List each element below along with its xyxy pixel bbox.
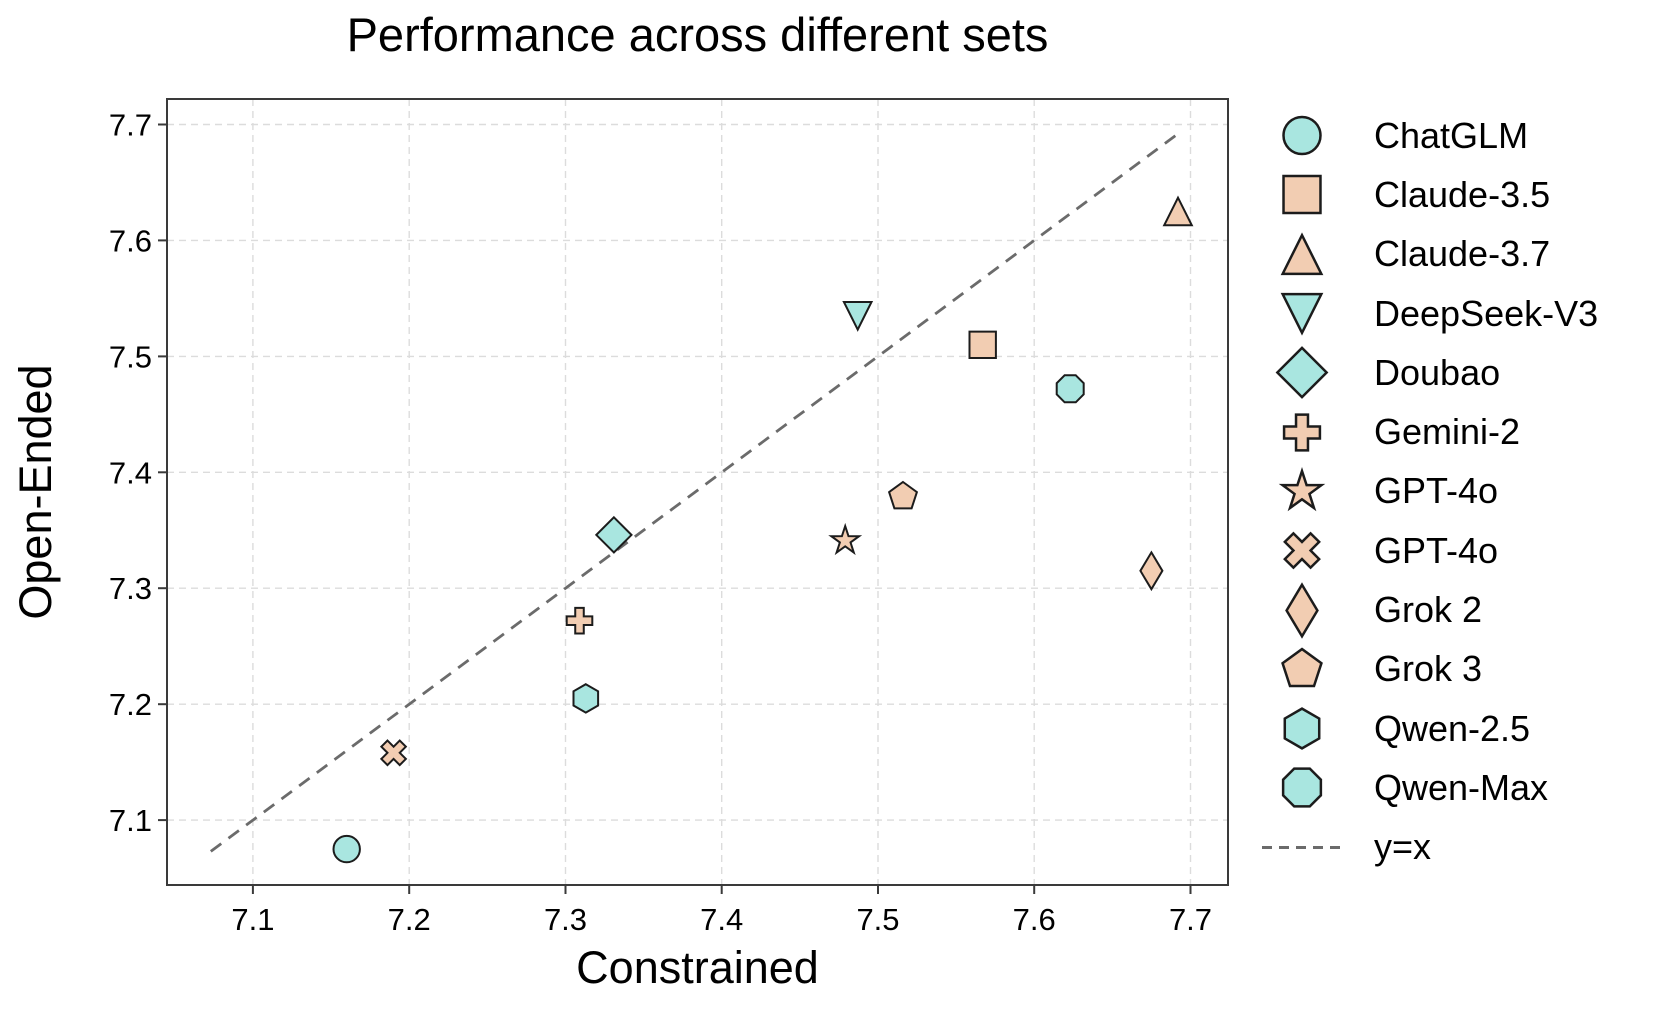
legend-marker-icon — [1280, 232, 1324, 275]
legend-label: Qwen-2.5 — [1374, 707, 1531, 749]
marker-gpt-4o — [828, 522, 863, 556]
legend-row: GPT-4o — [1256, 521, 1598, 580]
legend-label: GPT-4o — [1374, 470, 1499, 512]
y-tick-label: 7.1 — [109, 803, 152, 838]
legend-marker-icon — [1280, 292, 1324, 336]
legend-label: Qwen-Max — [1374, 766, 1549, 808]
x-tick-label: 7.4 — [700, 902, 743, 937]
legend-marker-icon — [1283, 707, 1321, 750]
legend-row: DeepSeek-V3 — [1256, 284, 1598, 343]
y-tick-label: 7.6 — [109, 223, 152, 258]
marker-claude-3.5 — [968, 330, 997, 360]
marker-doubao — [594, 515, 633, 554]
legend-row: Grok 3 — [1256, 640, 1598, 699]
y-tick-label: 7.7 — [109, 108, 152, 143]
legend-marker-icon — [1282, 412, 1322, 452]
y-tick-label: 7.3 — [109, 571, 152, 606]
plot-border — [166, 98, 1229, 886]
marker-claude-3.7 — [1162, 195, 1194, 227]
legend-row: Qwen-Max — [1256, 758, 1598, 817]
x-tick-label: 7.1 — [231, 902, 274, 937]
marker-qwen-2.5 — [572, 683, 600, 714]
x-tick-label: 7.3 — [544, 902, 587, 937]
legend-label: DeepSeek-V3 — [1374, 292, 1599, 334]
legend-label: y=x — [1374, 826, 1432, 868]
marker-qwen-max — [1055, 374, 1085, 404]
legend-row: Claude-3.7 — [1256, 225, 1598, 284]
legend-label: Claude-3.5 — [1374, 173, 1551, 215]
legend-marker-icon — [1282, 115, 1322, 156]
x-tick-label: 7.7 — [1169, 902, 1212, 937]
x-tick-label: 7.6 — [1013, 902, 1056, 937]
axes-group: 7.1 7.2 7.3 7.4 7.5 7.6 7.7 7.1 7.2 7.3 7.4 7.5 7.6 7… — [109, 98, 1229, 937]
legend-label: ChatGLM — [1374, 114, 1529, 156]
legend-row: ChatGLM — [1256, 106, 1598, 165]
legend-marker-icon — [1283, 531, 1321, 570]
legend-label: Grok 2 — [1374, 589, 1483, 631]
marker-chatglm — [332, 834, 361, 864]
legend-marker-icon — [1278, 466, 1326, 512]
marker-gemini-2 — [565, 606, 594, 635]
legend-marker-icon — [1281, 647, 1323, 688]
legend-label: Claude-3.7 — [1374, 233, 1551, 275]
legend-label: Gemini-2 — [1374, 411, 1521, 453]
legend-row: y=x — [1256, 818, 1598, 877]
legend-marker-icon — [1275, 346, 1329, 400]
x-axis-label: Constrained — [576, 942, 819, 993]
chart-title: Performance across different sets — [346, 8, 1049, 61]
legend-marker-icon — [1285, 581, 1319, 639]
marker-deepseek-v3 — [842, 301, 874, 332]
legend-row: Claude-3.5 — [1256, 165, 1598, 224]
legend-row: Doubao — [1256, 343, 1598, 402]
legend-marker-icon — [1281, 767, 1323, 809]
x-tick-label: 7.2 — [388, 902, 431, 937]
marker-grok-3 — [887, 480, 919, 510]
legend-row: Qwen-2.5 — [1256, 699, 1598, 758]
y-tick-label: 7.4 — [109, 455, 152, 490]
legend-marker-icon — [1282, 175, 1322, 215]
legend-row: Grok 2 — [1256, 580, 1598, 639]
legend: ChatGLM Claude-3.5 Claude-3.7 DeepSeek-V3 Do… — [1256, 106, 1598, 877]
y-tick-label: 7.5 — [109, 339, 152, 374]
legend-label: Doubao — [1374, 351, 1501, 393]
x-tick-label: 7.5 — [856, 902, 899, 937]
legend-marker-icon — [1262, 845, 1342, 849]
marker-grok-2 — [1139, 550, 1164, 592]
legend-label: Grok 3 — [1374, 648, 1483, 690]
y-tick-label: 7.2 — [109, 687, 152, 722]
y-equals-x-line — [209, 131, 1181, 853]
legend-label: GPT-4o — [1374, 529, 1499, 571]
legend-row: Gemini-2 — [1256, 402, 1598, 461]
marker-gpt-4o — [379, 739, 408, 767]
legend-row: GPT-4o — [1256, 462, 1598, 521]
